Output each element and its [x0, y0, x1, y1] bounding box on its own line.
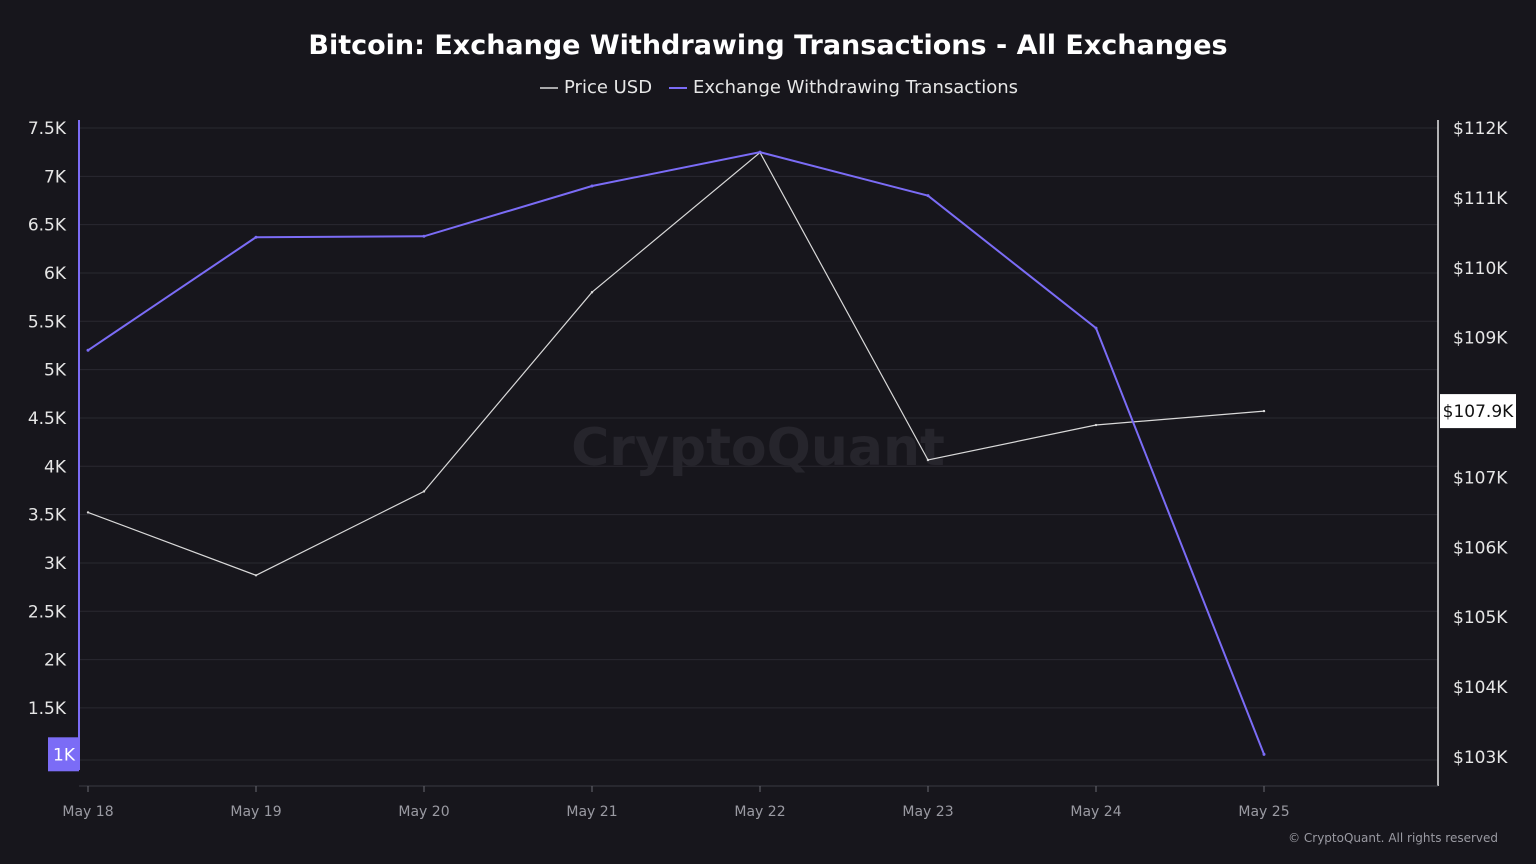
price-point [1094, 423, 1098, 427]
withdrawing-point [254, 235, 258, 239]
gridlines [79, 127, 1438, 761]
withdrawing-point [422, 234, 426, 238]
withdrawing-point [1094, 326, 1098, 330]
withdrawing-point [1262, 752, 1266, 756]
left-tick-label: 6.5K [28, 216, 67, 236]
left-tick-label: 2.5K [28, 602, 67, 622]
right-tick-label: $104K [1453, 678, 1508, 698]
left-tick-label: 7K [44, 167, 67, 187]
left-tick-label: 5K [44, 361, 67, 381]
legend-item-price[interactable]: Price USD [540, 77, 652, 98]
legend: Price USD Exchange Withdrawing Transacti… [540, 77, 1018, 98]
right-tick-label: $110K [1453, 259, 1508, 279]
left-axis-ticks: 7.5K 7K 6.5K 6K 5.5K 5K 4.5K 4K 3.5K 3K 2.5K 2K 1.5K [28, 119, 67, 719]
withdrawing-point [86, 348, 90, 352]
left-current-value-badge: 1K [48, 737, 79, 772]
x-tick-label: May 23 [902, 804, 953, 820]
series-line-price [87, 151, 1265, 576]
right-tick-label: $103K [1453, 748, 1508, 768]
left-tick-label: 5.5K [28, 312, 67, 332]
left-badge-label: 1K [53, 745, 76, 765]
left-tick-label: 3.5K [28, 506, 67, 526]
x-tick-label: May 25 [1238, 804, 1289, 820]
watermark: CryptoQuant [571, 418, 945, 478]
price-point [590, 291, 594, 294]
right-tick-label: $109K [1453, 329, 1508, 349]
x-tick-label: May 21 [566, 804, 617, 820]
right-tick-label: $106K [1453, 538, 1508, 558]
price-point [1262, 409, 1266, 413]
right-badge-background [1440, 394, 1516, 429]
right-axis-ticks: $112K$111K$110K$109K$108K$107K$106K$105K… [1453, 119, 1508, 768]
price-point [86, 511, 90, 514]
withdrawing-point [926, 194, 930, 198]
left-badge-background [48, 737, 79, 772]
withdrawing-point [590, 184, 594, 188]
legend-label-price: Price USD [564, 77, 652, 98]
right-tick-label: $107K [1453, 468, 1508, 488]
left-tick-label: 2K [44, 651, 67, 671]
right-tick-label: $112K [1453, 119, 1508, 139]
x-tick-label: May 20 [398, 804, 449, 820]
series-points [86, 150, 1266, 756]
chart-title: Bitcoin: Exchange Withdrawing Transactio… [308, 30, 1227, 61]
x-tick-label: May 18 [62, 804, 113, 820]
x-axis-ticks: May 18 May 19 May 20 May 21 May 22 May 23 May … [62, 786, 1290, 820]
price-point [254, 574, 258, 577]
x-tick-label: May 19 [230, 804, 281, 820]
right-badge-label: $107.9K [1443, 402, 1514, 422]
left-tick-label: 4.5K [28, 409, 67, 429]
left-tick-label: 4K [44, 457, 67, 477]
left-tick-label: 3K [44, 554, 67, 574]
left-tick-label: 6K [44, 264, 67, 284]
right-tick-label: $111K [1453, 189, 1508, 209]
right-tick-label: $105K [1453, 608, 1508, 628]
right-current-value-badge: $107.9K [1440, 394, 1516, 429]
x-tick-label: May 22 [734, 804, 785, 820]
legend-item-withdrawing[interactable]: Exchange Withdrawing Transactions [669, 77, 1018, 98]
legend-label-withdrawing: Exchange Withdrawing Transactions [693, 77, 1018, 98]
copyright-notice: © CryptoQuant. All rights reserved [1288, 831, 1498, 845]
price-point [926, 458, 930, 462]
left-tick-label: 1.5K [28, 699, 67, 719]
left-tick-label: 7.5K [28, 119, 67, 139]
withdrawing-point [758, 150, 762, 154]
series-line-withdrawing [87, 151, 1265, 755]
x-tick-label: May 24 [1070, 804, 1121, 820]
price-point [422, 490, 426, 493]
